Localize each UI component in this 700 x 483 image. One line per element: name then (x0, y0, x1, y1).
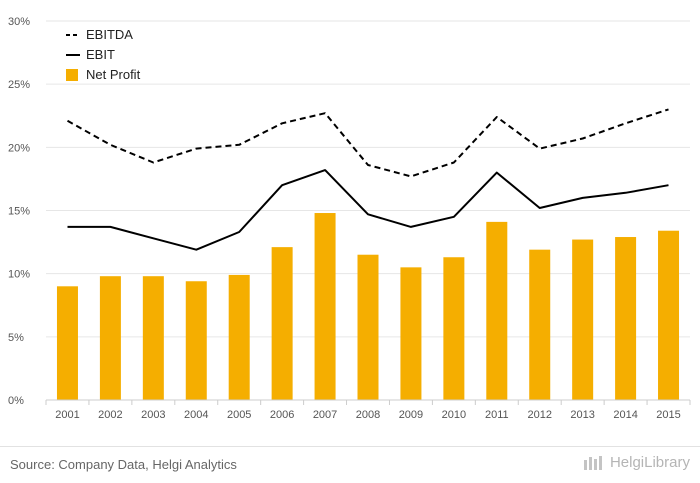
chart: 0% 5% 10% 15% 20% 25% 30% 2001 2002 2003 2004 2005 2… (8, 16, 691, 421)
brand-logo: HelgiLibrary (583, 454, 690, 471)
net-profit-bar (357, 254, 379, 400)
x-tick-label: 2010 (442, 409, 466, 421)
x-tick-label: 2013 (570, 409, 594, 421)
net-profit-bar (486, 221, 508, 400)
x-tick-label: 2003 (141, 409, 165, 421)
y-tick-label: 5% (8, 332, 24, 344)
net-profit-bar (529, 249, 551, 400)
library-icon (583, 455, 602, 470)
x-tick-label: 2014 (613, 409, 637, 421)
net-profit-bar (572, 239, 594, 400)
legend-item: EBIT (66, 47, 115, 62)
ebitda-line (67, 108, 669, 178)
x-tick-label: 2012 (527, 409, 551, 421)
ebit-line (67, 169, 669, 251)
x-tick-label: 2008 (356, 409, 380, 421)
source-note: Source: Company Data, Helgi Analytics (10, 457, 237, 472)
legend-label: EBITDA (86, 27, 133, 42)
net-profit-bar (443, 257, 465, 400)
x-tick-label: 2002 (98, 409, 122, 421)
x-tick-label: 2001 (55, 409, 79, 421)
net-profit-bar (56, 286, 78, 400)
net-profit-bar (99, 276, 121, 400)
line-series (67, 108, 669, 251)
x-tick-label: 2004 (184, 409, 208, 421)
x-tick-label: 2015 (656, 409, 680, 421)
net-profit-bar (271, 247, 293, 400)
legend-label: Net Profit (86, 67, 141, 82)
net-profit-bar (142, 276, 164, 400)
net-profit-bar (314, 213, 336, 400)
footer: Source: Company Data, Helgi Analytics He… (0, 446, 700, 483)
net-profit-bar (228, 274, 250, 400)
x-tick-label: 2009 (399, 409, 423, 421)
x-tick-label: 2005 (227, 409, 251, 421)
brand-name: HelgiLibrary (609, 454, 690, 471)
x-tick-label: 2006 (270, 409, 294, 421)
y-tick-label: 20% (8, 142, 30, 154)
y-tick-label: 15% (8, 206, 30, 218)
legend-label: EBIT (86, 47, 115, 62)
y-tick-label: 10% (8, 269, 30, 281)
x-tick-label: 2007 (313, 409, 337, 421)
x-tick-label: 2011 (485, 409, 509, 421)
net-profit-bar (658, 230, 680, 400)
legend: EBITDA EBIT Net Profit (66, 27, 141, 82)
net-profit-bar (400, 267, 422, 400)
legend-swatch (66, 69, 78, 81)
net-profit-bar (615, 237, 637, 400)
net-profit-bar (185, 281, 207, 400)
y-tick-label: 0% (8, 395, 24, 407)
y-tick-label: 25% (8, 79, 30, 91)
legend-item: EBITDA (66, 27, 133, 42)
net-profit-bars (56, 213, 680, 400)
legend-item: Net Profit (66, 67, 141, 82)
y-tick-label: 30% (8, 16, 30, 28)
axes: 0% 5% 10% 15% 20% 25% 30% 2001 2002 2003 2004 2005 2… (8, 16, 691, 421)
